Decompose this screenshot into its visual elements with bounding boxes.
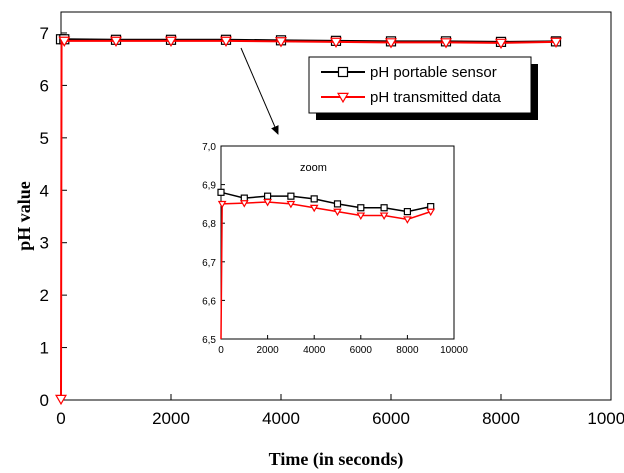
data-point — [165, 36, 177, 47]
legend: pH portable sensor pH transmitted data — [308, 56, 538, 120]
legend-marker-2 — [337, 92, 349, 104]
legend-box — [308, 56, 532, 114]
y-tick-label: 1 — [40, 339, 49, 358]
inset-y-tick-label: 6,8 — [202, 219, 216, 230]
data-point — [440, 38, 452, 49]
inset-x-tick-label: 2000 — [256, 345, 279, 356]
inset-data-point — [217, 200, 227, 209]
inset-data-point — [286, 200, 296, 209]
inset-x-tick-label: 6000 — [350, 345, 373, 356]
inset-plot: 0 2000 4000 6000 8000 10000 6,5 6,6 6,7 6,8 6,9 7,… — [202, 142, 468, 356]
main-series-layer — [55, 34, 562, 406]
inset-data-point — [357, 204, 365, 212]
x-tick-label: 0 — [56, 409, 65, 428]
main-x-axis: 0 2000 4000 6000 8000 10000 — [56, 394, 624, 428]
inset-data-point — [333, 200, 342, 208]
inset-plot-frame — [220, 145, 455, 340]
inset-x-tick-label: 8000 — [396, 345, 419, 356]
inset-data-point — [217, 188, 225, 196]
inset-data-point — [264, 192, 272, 200]
inset-data-point — [426, 208, 436, 217]
data-point — [550, 37, 562, 49]
y-tick-label: 5 — [40, 129, 49, 148]
x-tick-label: 6000 — [372, 409, 410, 428]
inset-data-point — [403, 216, 412, 224]
inset-title: zoom — [300, 162, 327, 174]
inset-data-point — [380, 204, 388, 212]
data-point — [55, 394, 67, 406]
data-point — [220, 36, 232, 47]
data-point — [58, 36, 71, 47]
inset-data-point — [403, 208, 411, 216]
inset-data-point — [356, 212, 366, 220]
inset-y-tick-label: 6,5 — [202, 335, 216, 346]
legend-label-1: pH portable sensor — [370, 64, 497, 81]
inset-data-point — [287, 192, 295, 200]
inset-x-tick-label: 10000 — [440, 345, 468, 356]
data-point — [330, 37, 342, 49]
data-point — [110, 36, 122, 47]
inset-y-axis: 6,5 6,6 6,7 6,8 6,9 7,0 — [202, 142, 225, 346]
y-tick-label: 2 — [40, 286, 49, 305]
inset-y-tick-label: 6,9 — [202, 181, 216, 192]
inset-series-line-1 — [220, 191, 431, 213]
y-tick-label: 3 — [40, 234, 49, 253]
x-axis-title: Time (in seconds) — [269, 449, 404, 470]
inset-data-point — [379, 212, 389, 220]
x-tick-label: 2000 — [152, 409, 190, 428]
main-y-axis: 0 1 2 3 4 5 6 7 — [40, 24, 67, 410]
legend-marker-1 — [337, 66, 349, 78]
y-tick-label: 0 — [40, 391, 49, 410]
inset-y-tick-label: 6,7 — [202, 258, 216, 269]
inset-x-tick-label: 4000 — [303, 345, 326, 356]
zoom-arrow — [240, 47, 279, 135]
legend-label-2: pH transmitted data — [370, 89, 502, 106]
y-tick-label: 6 — [40, 76, 49, 95]
y-tick-label: 4 — [40, 181, 49, 200]
inset-data-point — [263, 198, 272, 207]
inset-data-point — [309, 204, 319, 213]
inset-data-point — [333, 208, 342, 217]
inset-series-layer — [217, 188, 436, 340]
inset-data-point — [310, 195, 318, 203]
data-point — [275, 37, 287, 48]
x-tick-label: 4000 — [262, 409, 300, 428]
inset-x-axis: 0 2000 4000 6000 8000 10000 — [218, 335, 468, 356]
inset-y-tick-label: 6,6 — [202, 296, 216, 307]
inset-x-tick-label: 0 — [218, 345, 224, 356]
y-axis-title: pH value — [14, 181, 34, 251]
data-point — [385, 38, 397, 49]
inset-data-point — [239, 200, 249, 208]
x-tick-label: 10000 — [587, 409, 624, 428]
inset-y-tick-label: 7,0 — [202, 142, 216, 153]
x-tick-label: 8000 — [482, 409, 520, 428]
y-tick-label: 7 — [40, 24, 49, 43]
data-point — [495, 38, 507, 50]
